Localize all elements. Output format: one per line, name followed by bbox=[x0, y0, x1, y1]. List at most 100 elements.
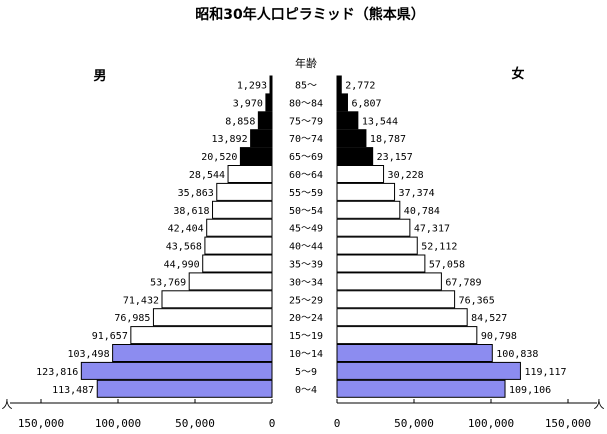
female-bar bbox=[336, 182, 396, 201]
male-value-label: 44,990 bbox=[164, 260, 200, 271]
male-bar bbox=[188, 272, 273, 291]
female-value-label: 23,157 bbox=[377, 152, 413, 163]
male-bar bbox=[206, 218, 273, 237]
male-value-label: 113,487 bbox=[52, 385, 94, 396]
female-value-label: 52,112 bbox=[421, 242, 457, 253]
age-group-label: 85～ bbox=[295, 81, 317, 92]
male-value-label: 13,892 bbox=[211, 134, 247, 145]
age-group-label: 35～39 bbox=[289, 260, 323, 271]
age-group-label: 40～44 bbox=[289, 242, 323, 253]
age-group-label: 20～24 bbox=[289, 313, 323, 324]
female-bar bbox=[336, 236, 418, 255]
female-bar bbox=[336, 361, 521, 380]
female-value-label: 47,317 bbox=[414, 224, 450, 235]
female-bar bbox=[336, 75, 342, 94]
female-value-label: 6,807 bbox=[351, 98, 381, 109]
age-group-label: 65～69 bbox=[289, 152, 323, 163]
female-value-label: 76,365 bbox=[459, 295, 495, 306]
female-x-tick-label: 50,000 bbox=[394, 417, 434, 430]
female-value-label: 57,058 bbox=[429, 260, 465, 271]
male-bar bbox=[80, 361, 273, 380]
age-group-label: 80～84 bbox=[289, 98, 323, 109]
female-value-label: 37,374 bbox=[399, 188, 435, 199]
male-bar bbox=[161, 290, 273, 309]
male-value-label: 1,293 bbox=[237, 81, 267, 92]
male-bar bbox=[130, 326, 273, 345]
age-group-label: 75～79 bbox=[289, 116, 323, 127]
male-bar bbox=[269, 75, 273, 94]
age-group-label: 10～14 bbox=[289, 349, 323, 360]
male-bar bbox=[239, 147, 273, 166]
axes-group: 0 0 50,000 50,000 100,000 100,000 150,000 150,0… bbox=[10, 399, 597, 430]
male-value-label: 43,568 bbox=[166, 242, 202, 253]
female-bar bbox=[336, 272, 442, 291]
female-value-label: 2,772 bbox=[345, 81, 375, 92]
female-bar bbox=[336, 290, 456, 309]
age-header: 年齢 bbox=[295, 56, 317, 70]
male-value-label: 103,498 bbox=[67, 349, 109, 360]
male-bar bbox=[216, 182, 273, 201]
female-value-label: 13,544 bbox=[362, 116, 398, 127]
age-group-label: 30～34 bbox=[289, 277, 323, 288]
female-value-label: 40,784 bbox=[404, 206, 440, 217]
male-value-label: 35,863 bbox=[178, 188, 214, 199]
female-bar bbox=[336, 254, 426, 273]
female-value-label: 67,789 bbox=[445, 277, 481, 288]
bars-group: 1,293 2,772 85～ 3,970 6,807 80～84 8,858 13,544 7… bbox=[36, 75, 567, 398]
age-group-label: 45～49 bbox=[289, 224, 323, 235]
age-group-label: 0～4 bbox=[295, 385, 317, 396]
male-x-tick-label: 150,000 bbox=[18, 417, 64, 430]
age-group-label: 60～64 bbox=[289, 170, 323, 181]
male-bar bbox=[112, 344, 273, 362]
male-value-label: 42,404 bbox=[168, 224, 204, 235]
chart-title: 昭和30年人口ピラミッド（熊本県） bbox=[195, 6, 424, 23]
male-value-label: 28,544 bbox=[189, 170, 225, 181]
right-unit-label: 人 bbox=[594, 398, 605, 411]
male-value-label: 3,970 bbox=[233, 98, 263, 109]
age-group-label: 50～54 bbox=[289, 206, 323, 217]
male-value-label: 53,769 bbox=[150, 277, 186, 288]
male-bar bbox=[212, 200, 273, 219]
female-bar bbox=[336, 111, 359, 130]
male-bar bbox=[96, 379, 273, 398]
male-bar bbox=[202, 254, 273, 273]
male-value-label: 71,432 bbox=[123, 295, 159, 306]
male-bar bbox=[204, 236, 273, 255]
male-value-label: 8,858 bbox=[225, 116, 255, 127]
male-label: 男 bbox=[93, 69, 106, 84]
female-value-label: 84,527 bbox=[471, 313, 507, 324]
left-unit-label: 人 bbox=[2, 398, 13, 411]
female-x-tick-label: 150,000 bbox=[545, 417, 591, 430]
female-bar bbox=[336, 93, 348, 112]
male-value-label: 91,657 bbox=[92, 331, 128, 342]
male-bar bbox=[227, 165, 273, 183]
female-value-label: 119,117 bbox=[524, 367, 566, 378]
age-group-label: 25～29 bbox=[289, 295, 323, 306]
female-x-tick-label: 0 bbox=[334, 417, 341, 430]
female-bar bbox=[336, 379, 506, 398]
female-bar bbox=[336, 200, 401, 219]
age-group-label: 70～74 bbox=[289, 134, 323, 145]
male-bar bbox=[152, 308, 273, 327]
female-value-label: 100,838 bbox=[496, 349, 538, 360]
age-group-label: 5～9 bbox=[295, 367, 317, 378]
female-bar bbox=[336, 218, 411, 237]
age-group-label: 55～59 bbox=[289, 188, 323, 199]
female-bar bbox=[336, 344, 493, 362]
female-value-label: 30,228 bbox=[388, 170, 424, 181]
female-bar bbox=[336, 308, 468, 327]
male-value-label: 123,816 bbox=[36, 367, 78, 378]
female-label: 女 bbox=[511, 66, 524, 82]
male-value-label: 76,985 bbox=[114, 313, 150, 324]
female-x-tick-label: 100,000 bbox=[468, 417, 514, 430]
female-bar bbox=[336, 129, 367, 148]
female-value-label: 18,787 bbox=[370, 134, 406, 145]
age-group-label: 15～19 bbox=[289, 331, 323, 342]
female-value-label: 90,798 bbox=[481, 331, 517, 342]
female-bar bbox=[336, 326, 478, 345]
female-bar bbox=[336, 147, 374, 166]
male-x-tick-label: 0 bbox=[269, 417, 276, 430]
male-bar bbox=[257, 111, 273, 130]
female-value-label: 109,106 bbox=[509, 385, 551, 396]
